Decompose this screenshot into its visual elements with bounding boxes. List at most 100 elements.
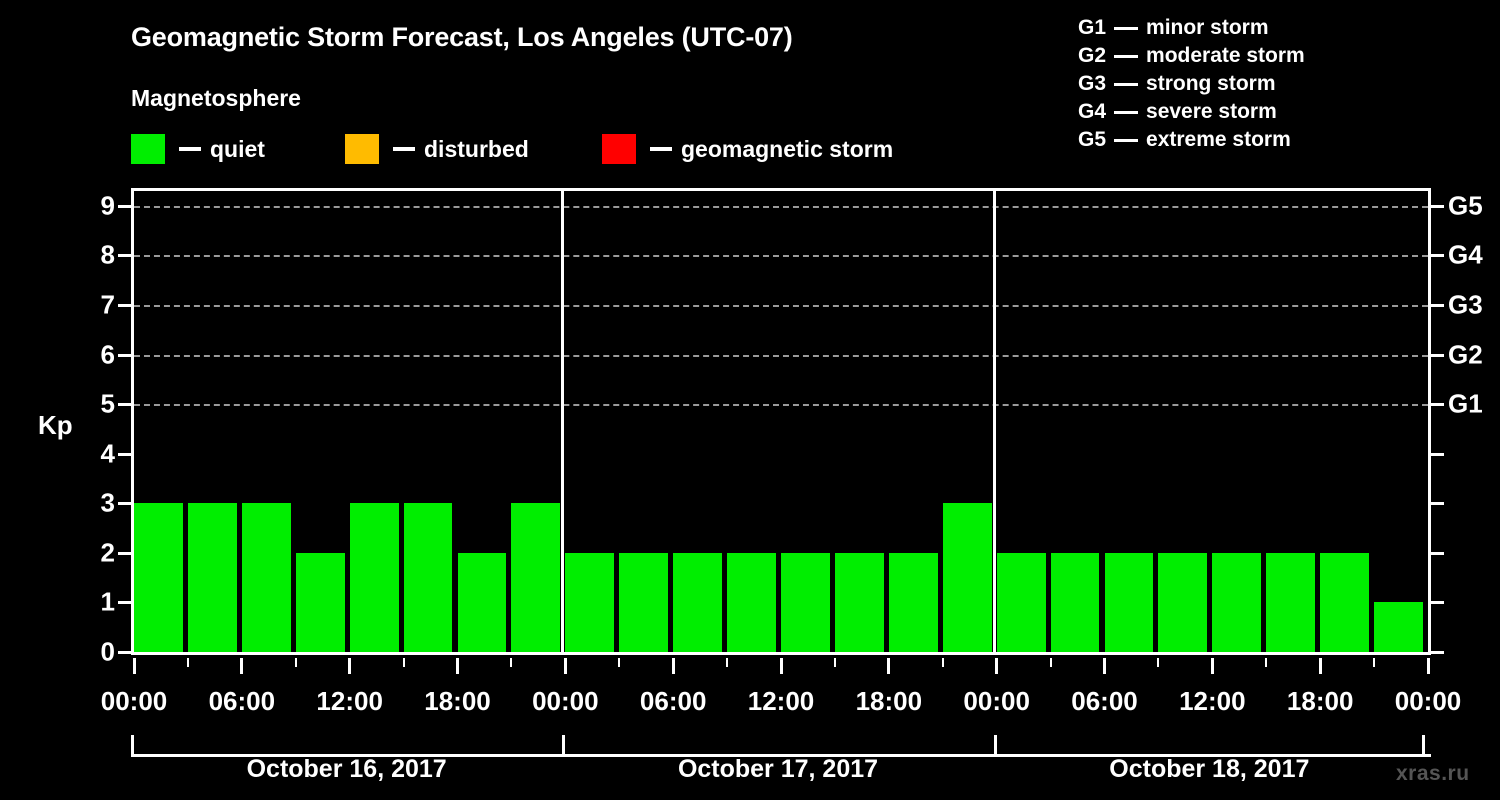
plot-area [131, 188, 1431, 655]
gridline-kp-8 [134, 255, 1428, 258]
y-axis-tick-mark [118, 502, 131, 506]
day-bracket-tick [131, 735, 134, 757]
y-axis-tick-label: 4 [100, 438, 115, 469]
g-axis-label-g3: G3 [1448, 289, 1483, 320]
g-legend-dash-icon [1114, 54, 1139, 58]
legend-item-label: geomagnetic storm [681, 135, 894, 162]
page-title: Geomagnetic Storm Forecast, Los Angeles … [131, 22, 793, 52]
x-axis-tick-label: 18:00 [855, 686, 923, 716]
g-legend-code: G5 [1078, 128, 1107, 151]
bar-kp [349, 503, 399, 652]
g-axis-label-g2: G2 [1448, 339, 1483, 370]
bar-kp [511, 503, 561, 652]
legend-item-label: disturbed [424, 135, 529, 162]
x-axis-tick-label: 00:00 [100, 686, 168, 716]
day-separator-line [561, 191, 565, 652]
gridline-kp-6 [134, 354, 1428, 357]
bar-kp [888, 552, 938, 652]
x-axis-tick-label: 00:00 [1394, 686, 1462, 716]
y-axis-tick-mark [118, 403, 131, 407]
x-axis-tick-major [563, 658, 567, 674]
x-axis-tick-minor [1049, 658, 1052, 667]
y-axis-tick-label: 7 [100, 289, 115, 320]
bar-kp [834, 552, 884, 652]
legend-dash-icon [179, 147, 201, 151]
bar-kp [996, 552, 1046, 652]
bar-kp [1320, 552, 1370, 652]
bar-kp [942, 503, 992, 652]
x-axis-ticks [131, 658, 1431, 674]
x-axis-tick-major [1318, 658, 1322, 674]
g-legend-row-g3: G3 strong storm [1078, 70, 1305, 98]
y-axis-tick-mark [118, 601, 131, 605]
g-legend-row-g1: G1 minor storm [1078, 14, 1305, 42]
y-axis-tick-label: 0 [100, 636, 115, 667]
bar-kp [1050, 552, 1100, 652]
x-axis-tick-major [779, 658, 783, 674]
x-axis-tick-major [348, 658, 352, 674]
y-axis-tick-mark [118, 651, 131, 654]
g-axis-label-g5: G5 [1448, 190, 1483, 221]
bar-kp [727, 552, 776, 652]
g-legend-code: G3 [1078, 72, 1107, 95]
legend-swatch-quiet [131, 134, 165, 164]
legend-item-disturbed: disturbed [345, 133, 529, 165]
y-axis-tick-label: 8 [100, 239, 115, 270]
day-labels: October 16, 2017 October 17, 2017 October … [131, 755, 1431, 795]
day-bracket-axis [131, 735, 1431, 757]
legend-swatch-disturbed [345, 134, 379, 164]
gridline-kp-9 [134, 205, 1428, 208]
y-axis-tick-mark [118, 304, 131, 307]
x-axis-tick-major [1426, 658, 1430, 674]
bar-kp [1158, 552, 1208, 652]
day-bracket-tick [1422, 735, 1425, 757]
g-legend-text: extreme storm [1146, 128, 1291, 151]
y-axis-tick-mark-right [1431, 204, 1444, 208]
y-axis-tick-mark-right [1431, 452, 1444, 456]
g-legend-code: G2 [1078, 44, 1107, 67]
x-axis-tick-label: 06:00 [1071, 686, 1138, 716]
bar-kp [241, 503, 291, 652]
y-axis-tick-mark-right [1431, 254, 1444, 258]
y-axis-tick-mark [118, 353, 131, 357]
x-axis-tick-minor [941, 658, 944, 667]
y-axis-tick-mark-right [1431, 651, 1444, 654]
y-axis-title: Kp [38, 410, 73, 440]
y-axis-tick-mark-right [1431, 353, 1444, 357]
x-axis-tick-major [995, 658, 999, 674]
bar-kp [187, 503, 237, 652]
x-axis-tick-minor [1157, 658, 1160, 667]
y-axis-tick-label: 3 [100, 487, 115, 518]
x-axis-tick-label: 12:00 [747, 686, 815, 716]
bar-kp [403, 503, 453, 652]
x-axis-tick-minor [1265, 658, 1268, 667]
day-axis-rule [131, 754, 1431, 757]
x-axis-tick-major [887, 658, 891, 674]
x-axis-tick-major [671, 658, 675, 674]
x-axis-tick-label: 00:00 [963, 686, 1030, 716]
legend-item-quiet: quiet [131, 133, 265, 165]
day-separator-line [992, 191, 996, 652]
x-axis-tick-major [240, 658, 244, 674]
bar-kp [295, 552, 345, 652]
legend-dash-icon [393, 147, 415, 151]
bar-kp [673, 552, 723, 652]
g-axis-label-g4: G4 [1448, 239, 1483, 270]
day-label: October 16, 2017 [246, 755, 447, 783]
chart-subtitle: Magnetosphere [131, 85, 301, 111]
bar-kp [781, 552, 830, 652]
x-axis-tick-minor [1373, 658, 1376, 667]
y-axis-tick-mark [118, 254, 131, 258]
g-scale-legend: G1 minor storm G2 moderate storm G3 strong st… [1078, 14, 1305, 154]
y-axis-tick-mark [118, 551, 131, 555]
y-axis-tick-mark-right [1431, 304, 1444, 307]
g-legend-code: G4 [1078, 100, 1107, 123]
g-legend-dash-icon [1114, 138, 1139, 142]
y-axis-tick-label: 2 [100, 537, 115, 568]
bar-kp [1374, 602, 1423, 652]
legend-item-label: quiet [210, 135, 265, 162]
y-axis-tick-mark-right [1431, 403, 1444, 407]
gridline-kp-7 [134, 305, 1428, 307]
bar-kp [565, 552, 615, 652]
